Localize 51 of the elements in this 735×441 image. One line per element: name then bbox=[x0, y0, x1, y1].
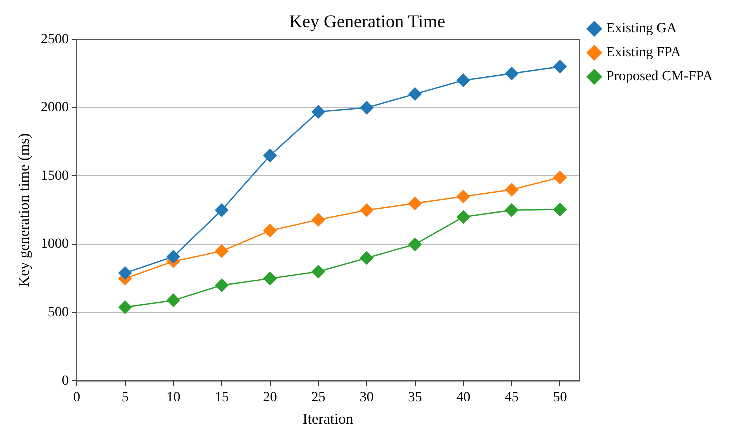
point bbox=[554, 60, 567, 74]
point bbox=[312, 105, 326, 119]
y-tick-label: 0 bbox=[62, 374, 69, 389]
point bbox=[505, 67, 519, 80]
point bbox=[215, 204, 229, 218]
point bbox=[554, 170, 567, 184]
point bbox=[554, 203, 567, 216]
point bbox=[456, 74, 470, 88]
point bbox=[166, 250, 180, 264]
point bbox=[408, 238, 422, 252]
y-tick-label: 2000 bbox=[41, 100, 69, 116]
x-tick-label: 5 bbox=[122, 390, 129, 406]
point bbox=[456, 210, 470, 224]
point bbox=[505, 183, 519, 197]
chart-title: Key Generation Time bbox=[290, 12, 446, 32]
y-tick-label: 2500 bbox=[41, 32, 69, 48]
x-tick-label: 50 bbox=[553, 390, 568, 406]
point bbox=[166, 294, 180, 308]
point bbox=[264, 272, 277, 286]
x-axis-title: Iteration bbox=[302, 412, 354, 428]
point bbox=[456, 190, 470, 204]
point bbox=[408, 196, 422, 210]
y-tick-label: 1500 bbox=[41, 168, 69, 184]
point bbox=[215, 244, 229, 258]
legend-label: Existing GA bbox=[606, 22, 678, 37]
x-tick-label: 10 bbox=[166, 390, 181, 406]
point bbox=[408, 88, 422, 101]
point bbox=[118, 266, 132, 280]
point bbox=[360, 204, 374, 218]
x-tick-label: 0 bbox=[74, 390, 80, 406]
point bbox=[215, 278, 229, 292]
point bbox=[118, 300, 132, 314]
point bbox=[264, 149, 277, 162]
x-tick-label: 35 bbox=[408, 390, 422, 406]
x-tick-label: 15 bbox=[214, 390, 229, 406]
point bbox=[360, 252, 374, 265]
point bbox=[505, 204, 519, 218]
legend-label: Proposed CM-FPA bbox=[606, 70, 714, 85]
y-tick-label: 500 bbox=[48, 306, 69, 321]
point bbox=[360, 101, 374, 115]
x-tick-label: 40 bbox=[456, 390, 471, 406]
y-tick-label: 1000 bbox=[41, 237, 69, 252]
point bbox=[264, 224, 277, 238]
y-axis-title: Key generation time (ms) bbox=[16, 134, 33, 288]
point bbox=[312, 213, 326, 227]
x-tick-label: 30 bbox=[360, 390, 374, 406]
point bbox=[312, 265, 326, 279]
x-tick-label: 25 bbox=[312, 390, 326, 406]
legend-label: Existing FPA bbox=[606, 46, 682, 61]
x-tick-label: 20 bbox=[263, 390, 278, 406]
x-tick-label: 45 bbox=[504, 390, 519, 406]
